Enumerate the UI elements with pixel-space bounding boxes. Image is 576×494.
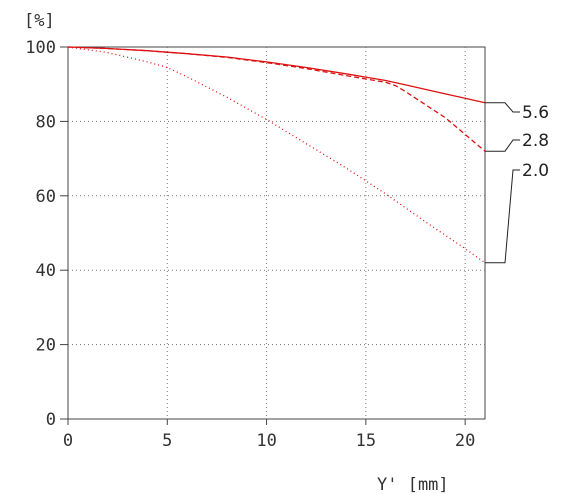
axis-ticks: 0 5 10 15 20 0 20 40 60 80 100: [25, 38, 475, 451]
series-lines: [68, 47, 485, 263]
y-tick-label: 40: [36, 261, 56, 281]
legend-label-2-0: 2.0: [522, 161, 549, 181]
legend-leader-2-8: [485, 140, 520, 151]
legend-label-2-8: 2.8: [522, 131, 549, 151]
legend-label-5-6: 5.6: [522, 103, 549, 123]
x-tick-label: 0: [63, 431, 73, 451]
y-tick-label: 100: [25, 38, 56, 58]
x-tick-label: 5: [162, 431, 172, 451]
series-line-2-0: [68, 47, 485, 263]
x-axis-label: Y' [mm]: [377, 475, 449, 494]
legend-leader-5-6: [485, 103, 520, 112]
y-axis-label: [%]: [24, 11, 55, 31]
y-tick-label: 80: [36, 112, 56, 132]
x-tick-label: 20: [455, 431, 475, 451]
y-tick-label: 20: [36, 336, 56, 356]
x-tick-label: 15: [356, 431, 376, 451]
legend-leader-2-0: [485, 170, 520, 263]
series-line-2-8: [68, 47, 485, 151]
x-tick-label: 10: [256, 431, 276, 451]
y-tick-label: 60: [36, 187, 56, 207]
series-line-5-6: [68, 47, 485, 103]
legend: 5.6 2.8 2.0: [485, 103, 549, 263]
y-tick-label: 0: [46, 410, 56, 430]
